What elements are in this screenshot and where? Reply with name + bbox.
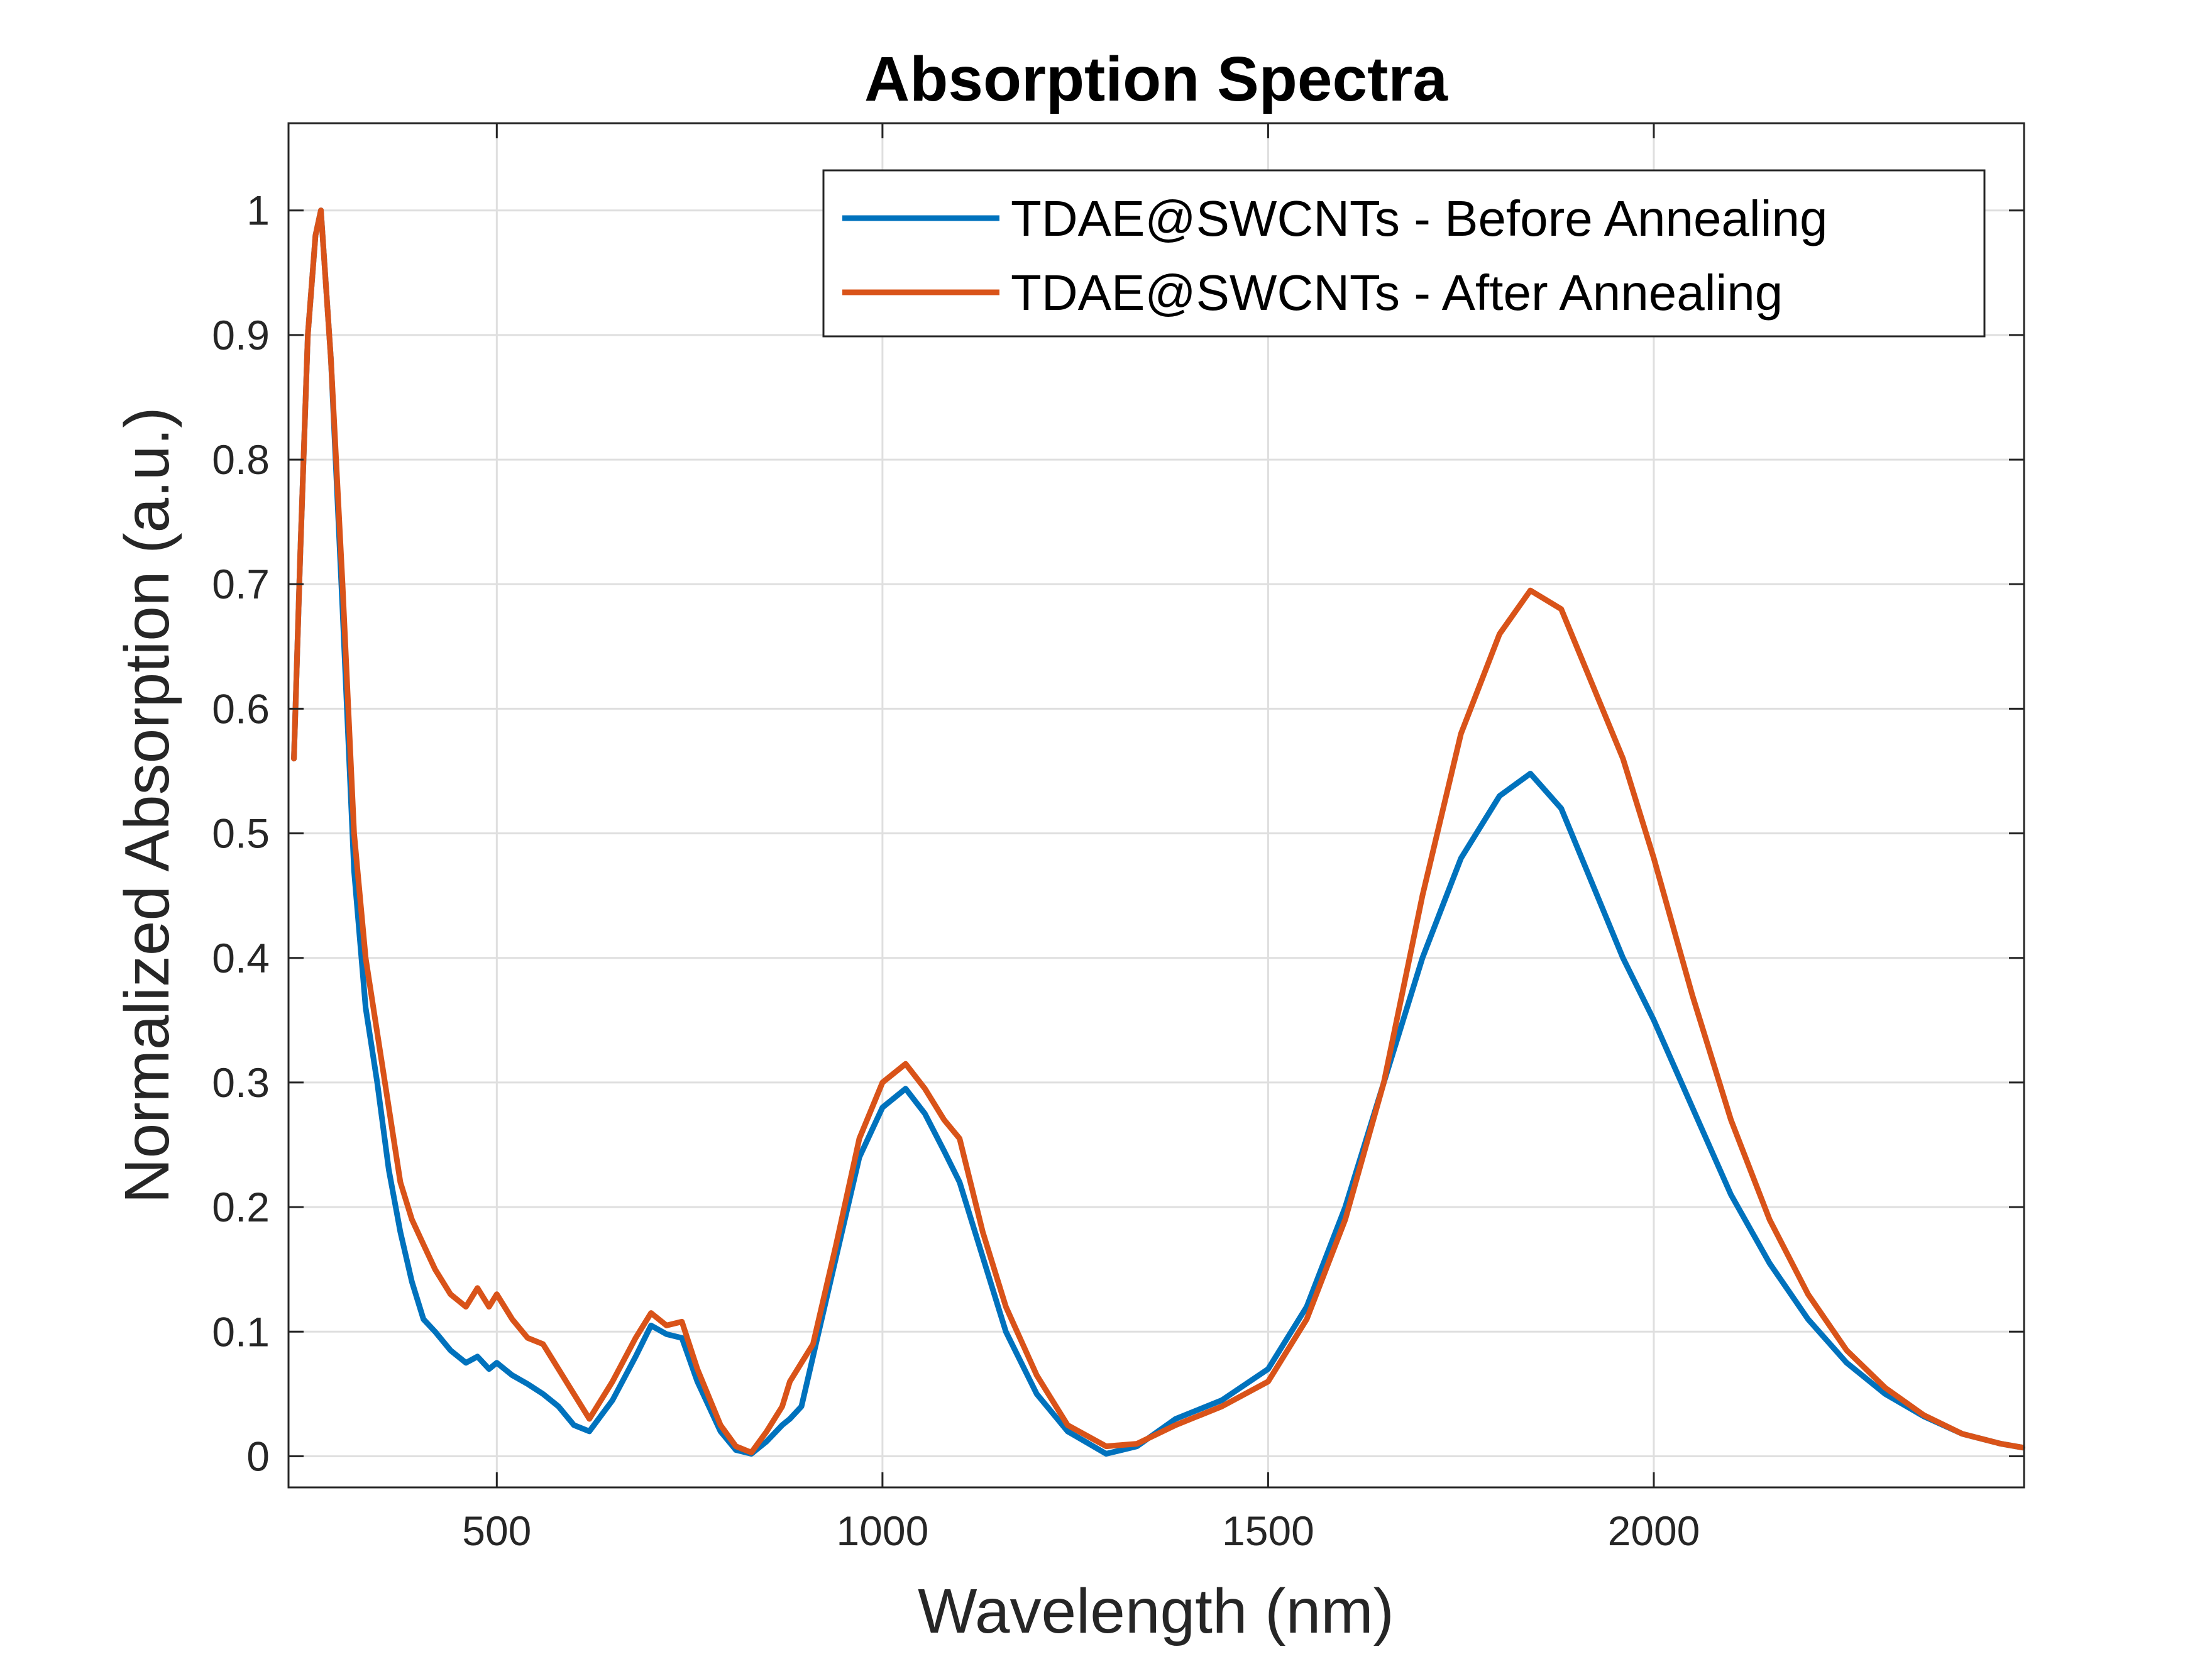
x-tick-label: 1000 (836, 1508, 928, 1554)
legend-label-before: TDAE@SWCNTs - Before Annealing (1011, 190, 1827, 246)
y-tick-label: 0 (246, 1433, 270, 1479)
y-tick-label: 0.4 (212, 935, 270, 981)
legend: TDAE@SWCNTs - Before Annealing TDAE@SWCN… (822, 169, 1986, 338)
x-tick-label: 1500 (1222, 1508, 1314, 1554)
ticks (289, 123, 2024, 1487)
y-tick-label: 0.9 (212, 312, 270, 358)
y-tick-label: 0.2 (212, 1184, 270, 1230)
x-tick-label: 2000 (1608, 1508, 1700, 1554)
y-tick-label: 0.5 (212, 810, 270, 857)
x-tick-label: 500 (462, 1508, 531, 1554)
x-axis-label: Wavelength (nm) (918, 1576, 1394, 1646)
y-tick-label: 0.1 (212, 1308, 270, 1355)
y-tick-label: 1 (246, 187, 270, 234)
series-layer (291, 207, 2025, 1457)
y-tick-label: 0.8 (212, 436, 270, 483)
series-line-0 (291, 207, 2025, 1457)
chart-title: Absorption Spectra (864, 44, 1448, 114)
y-tick-label: 0.3 (212, 1059, 270, 1106)
plot-frame (287, 122, 2025, 1489)
y-tick-label: 0.7 (212, 561, 270, 607)
legend-box (822, 169, 1986, 338)
series-line-1 (291, 207, 2025, 1455)
legend-label-after: TDAE@SWCNTs - After Annealing (1011, 265, 1783, 321)
y-axis-label: Normalized Absorption (a.u.) (112, 407, 182, 1203)
y-tick-label: 0.6 (212, 685, 270, 732)
tick-labels: 500 1000 1500 2000 0 0.1 0.2 0.3 0.4 0.5 0.6 0.7 0.8… (212, 187, 1700, 1554)
